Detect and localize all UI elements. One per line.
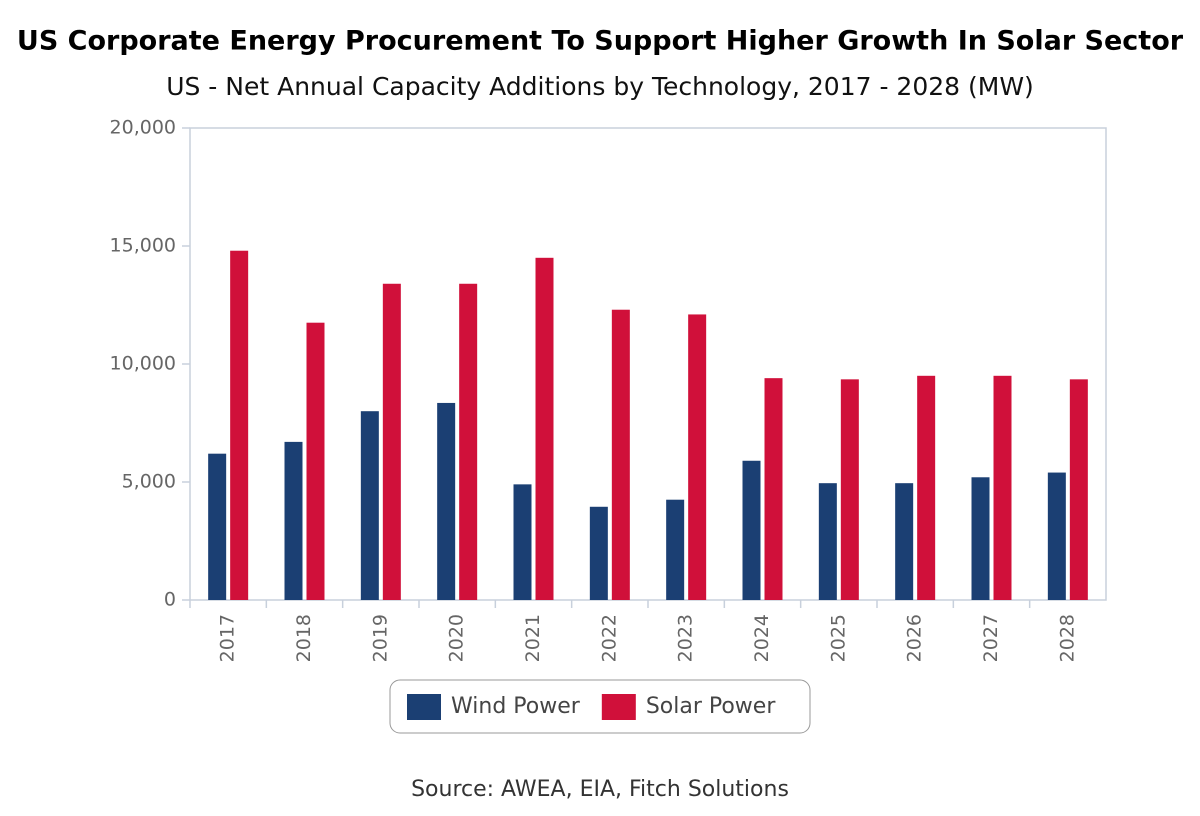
legend-box xyxy=(389,679,811,734)
x-tick-label: 2027 xyxy=(980,614,1002,662)
bar xyxy=(840,379,859,600)
x-tick-label: 2026 xyxy=(904,614,926,662)
bar xyxy=(382,283,401,600)
legend-swatch xyxy=(601,694,636,720)
x-tick-label: 2020 xyxy=(446,614,468,662)
bar xyxy=(611,309,630,600)
bar xyxy=(306,322,325,600)
x-tick-label: 2022 xyxy=(598,614,620,662)
source-note: Source: AWEA, EIA, Fitch Solutions xyxy=(411,777,789,802)
bar xyxy=(230,250,249,600)
legend-label: Wind Power xyxy=(451,694,581,719)
legend-swatch xyxy=(407,694,441,720)
x-tick-label: 2028 xyxy=(1056,614,1078,662)
y-tick-label: 5,000 xyxy=(122,471,176,493)
bar xyxy=(437,402,456,600)
chart-subtitle: US - Net Annual Capacity Additions by Te… xyxy=(166,72,1034,101)
bar xyxy=(284,441,303,600)
y-tick-label: 0 xyxy=(164,589,176,611)
bar xyxy=(513,484,532,600)
plot-area xyxy=(189,127,1107,601)
legend-label: Solar Power xyxy=(646,694,777,719)
x-tick-label: 2017 xyxy=(217,614,239,662)
chart-title: US Corporate Energy Procurement To Suppo… xyxy=(17,26,1184,57)
bar xyxy=(917,375,936,600)
bar xyxy=(208,453,227,600)
bar xyxy=(535,257,554,600)
bar xyxy=(993,375,1012,600)
bar xyxy=(818,483,837,600)
x-tick-label: 2021 xyxy=(522,614,544,662)
bar xyxy=(742,460,761,600)
x-tick-label: 2018 xyxy=(293,614,315,662)
bar xyxy=(589,506,608,600)
y-tick-label: 15,000 xyxy=(110,235,176,257)
y-tick-label: 10,000 xyxy=(110,353,176,375)
bar xyxy=(1047,472,1066,600)
bar xyxy=(360,411,379,600)
bar xyxy=(459,283,478,600)
x-tick-label: 2019 xyxy=(369,614,391,662)
y-tick-label: 20,000 xyxy=(110,117,176,139)
bar xyxy=(971,477,990,600)
bar xyxy=(895,483,914,600)
x-tick-label: 2025 xyxy=(827,614,849,662)
bar xyxy=(1069,379,1088,600)
bar xyxy=(688,314,707,600)
x-tick-label: 2023 xyxy=(675,614,697,662)
x-tick-label: 2024 xyxy=(751,614,773,662)
bar xyxy=(764,378,783,600)
bar xyxy=(666,499,685,600)
